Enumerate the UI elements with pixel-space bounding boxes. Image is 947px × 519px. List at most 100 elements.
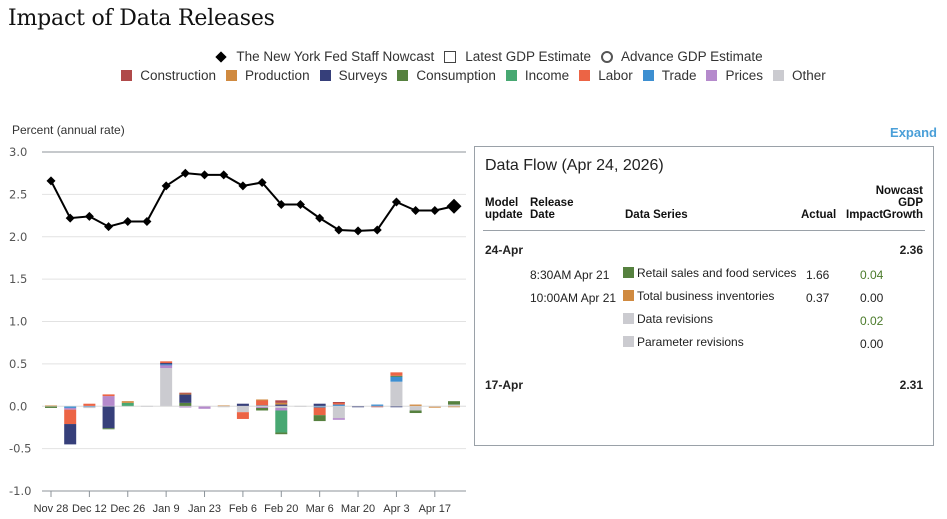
bar-segment-labor <box>160 361 173 364</box>
data-series-item[interactable]: Total business inventories <box>623 289 774 303</box>
page-title: Impact of Data Releases <box>8 6 275 31</box>
bar-segment-other <box>448 404 460 407</box>
header-impact: Impact <box>846 209 884 221</box>
bar-segment-other <box>275 406 288 408</box>
y-tick-label: 2.0 <box>9 230 27 244</box>
nowcast-point <box>142 216 152 226</box>
y-tick-label: 1.5 <box>9 272 27 286</box>
legend-label: Surveys <box>338 68 388 83</box>
nowcast-point <box>200 170 210 180</box>
bar-segment-prices <box>160 364 173 369</box>
nowcast-point <box>315 213 325 223</box>
data-series-item[interactable]: Data revisions <box>623 312 713 326</box>
nowcast-point <box>334 225 344 235</box>
legend-item-consumption[interactable]: Consumption <box>397 68 496 83</box>
actual-value: 1.66 <box>806 268 830 282</box>
x-tick-label: Apr 17 <box>419 503 451 515</box>
legend-item-latest-gdp[interactable]: Latest GDP Estimate <box>444 49 591 64</box>
legend-item-other[interactable]: Other <box>773 68 826 83</box>
legend-item-production[interactable]: Production <box>226 68 310 83</box>
consumption-swatch-icon <box>397 70 409 81</box>
bar-segment-prices <box>198 406 211 409</box>
nowcast-point <box>161 181 171 191</box>
bar-segment-prices <box>275 407 288 411</box>
impact-value: 0.00 <box>860 337 884 351</box>
x-tick-label: Nov 28 <box>34 503 69 515</box>
circle-outline-icon <box>601 50 614 63</box>
x-tick-label: Jan 23 <box>188 503 221 515</box>
bar-segment-trade <box>160 364 173 366</box>
release-date: 10:00AM Apr 21 <box>530 291 617 305</box>
nowcast-value: 2.36 <box>899 243 923 257</box>
release-date: 8:30AM Apr 21 <box>530 268 610 282</box>
bar-segment-labor <box>256 400 269 406</box>
impact-value: 0.00 <box>860 291 884 305</box>
nowcast-point <box>219 170 229 180</box>
bar-segment-construction <box>275 400 288 403</box>
y-tick-label: 1.0 <box>9 315 27 329</box>
other-swatch-icon <box>773 70 784 81</box>
bar-segment-other <box>236 406 249 413</box>
expand-link[interactable]: Expand <box>890 125 937 140</box>
header-release-date: Release Date <box>530 197 574 221</box>
legend-markers: The New York Fed Staff Nowcast Latest GD… <box>0 49 947 64</box>
legend-item-surveys[interactable]: Surveys <box>319 68 388 83</box>
bar-segment-other <box>409 406 422 411</box>
panel-title: Data Flow (Apr 24, 2026) <box>485 157 664 174</box>
production-swatch-icon <box>226 70 238 81</box>
legend-label: Income <box>524 68 570 83</box>
nowcast-point <box>276 200 286 210</box>
data-series-item[interactable]: Parameter revisions <box>623 335 744 349</box>
bar-segment-construction <box>179 392 192 394</box>
legend-label: Labor <box>598 68 633 83</box>
x-tick-label: Mar 20 <box>341 503 375 515</box>
legend-label: Consumption <box>416 68 496 83</box>
x-tick-label: Dec 12 <box>72 503 107 515</box>
legend-item-advance-gdp[interactable]: Advance GDP Estimate <box>601 49 763 64</box>
nowcast-point <box>430 205 440 215</box>
legend-item-income[interactable]: Income <box>505 68 570 83</box>
bar-segment-production <box>275 402 288 405</box>
nowcast-line <box>50 172 455 232</box>
nowcast-point <box>123 216 133 226</box>
other-swatch-icon <box>623 313 634 324</box>
construction-swatch-icon <box>121 70 133 81</box>
bar-segment-other <box>332 406 345 419</box>
legend-item-prices[interactable]: Prices <box>706 68 763 83</box>
legend-item-nowcast[interactable]: The New York Fed Staff Nowcast <box>214 49 434 64</box>
nowcast-point <box>46 176 56 186</box>
nowcast-point <box>295 200 305 210</box>
legend-item-labor[interactable]: Labor <box>579 68 633 83</box>
x-tick-label: Apr 3 <box>383 503 409 515</box>
legend-categories: Construction Production Surveys Consumption… <box>0 68 947 83</box>
bar-segment-trade <box>390 376 403 382</box>
impact-value: 0.02 <box>860 314 884 328</box>
y-tick-label: -1.0 <box>9 484 31 498</box>
bar-segment-surveys <box>313 403 326 407</box>
y-tick-label: 0.0 <box>9 399 27 413</box>
bar-segment-income <box>275 410 288 433</box>
nowcast-point <box>238 181 248 191</box>
nowcast-value: 2.31 <box>899 378 923 392</box>
header-data-series: Data Series <box>625 209 688 221</box>
bar-segment-prices <box>332 418 345 420</box>
bar-segment-prices <box>179 406 192 408</box>
x-tick-label: Jan 9 <box>153 503 180 515</box>
legend-label: Latest GDP Estimate <box>465 49 592 64</box>
data-flow-panel: Data Flow (Apr 24, 2026) Model update Re… <box>474 146 934 446</box>
legend-item-trade[interactable]: Trade <box>642 68 696 83</box>
bar-segment-consumption <box>275 432 288 435</box>
nowcast-point <box>391 197 401 207</box>
legend-item-construction[interactable]: Construction <box>121 68 216 83</box>
nowcast-point <box>104 222 114 232</box>
data-series-item[interactable]: Retail sales and food services <box>623 266 796 280</box>
nowcast-point <box>180 168 190 178</box>
actual-value: 0.37 <box>806 291 830 305</box>
header-actual: Actual <box>801 209 837 221</box>
legend-label: Prices <box>725 68 763 83</box>
bar-segment-labor <box>102 394 115 397</box>
model-update-date: 17-Apr <box>485 378 524 392</box>
bar-segment-surveys <box>179 394 192 403</box>
header-model-update: Model update <box>485 197 523 221</box>
